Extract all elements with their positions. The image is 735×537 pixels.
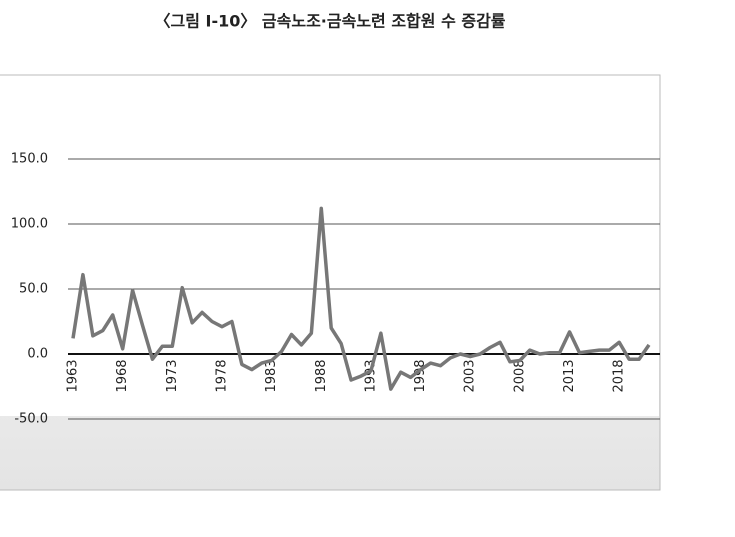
x-tick-label: 1968 [115,359,130,392]
y-tick-label: 100.0 [11,217,48,232]
x-tick-label: 2003 [463,359,478,392]
x-tick-label: 2008 [512,359,527,392]
y-tick-label: 0.0 [27,347,48,362]
x-tick-label: 1978 [214,359,229,392]
plot-background [0,76,659,416]
x-tick-label: 2013 [562,359,577,392]
x-tick-label: 1988 [314,359,329,392]
y-tick-label: 50.0 [19,282,48,297]
data-line [71,206,651,391]
x-tick-label: 1983 [264,359,279,392]
y-tick-label: 150.0 [11,152,48,167]
x-tick-label: 1993 [363,359,378,392]
x-tick-label: 2018 [612,359,627,392]
chart-title: 〈그림 Ⅰ-10〉 금속노조·금속노련 조합원 수 증감률 [154,12,505,31]
x-tick-label: 1973 [165,359,180,392]
y-tick-label: -50.0 [14,412,48,427]
x-tick-label: 1963 [66,359,81,392]
